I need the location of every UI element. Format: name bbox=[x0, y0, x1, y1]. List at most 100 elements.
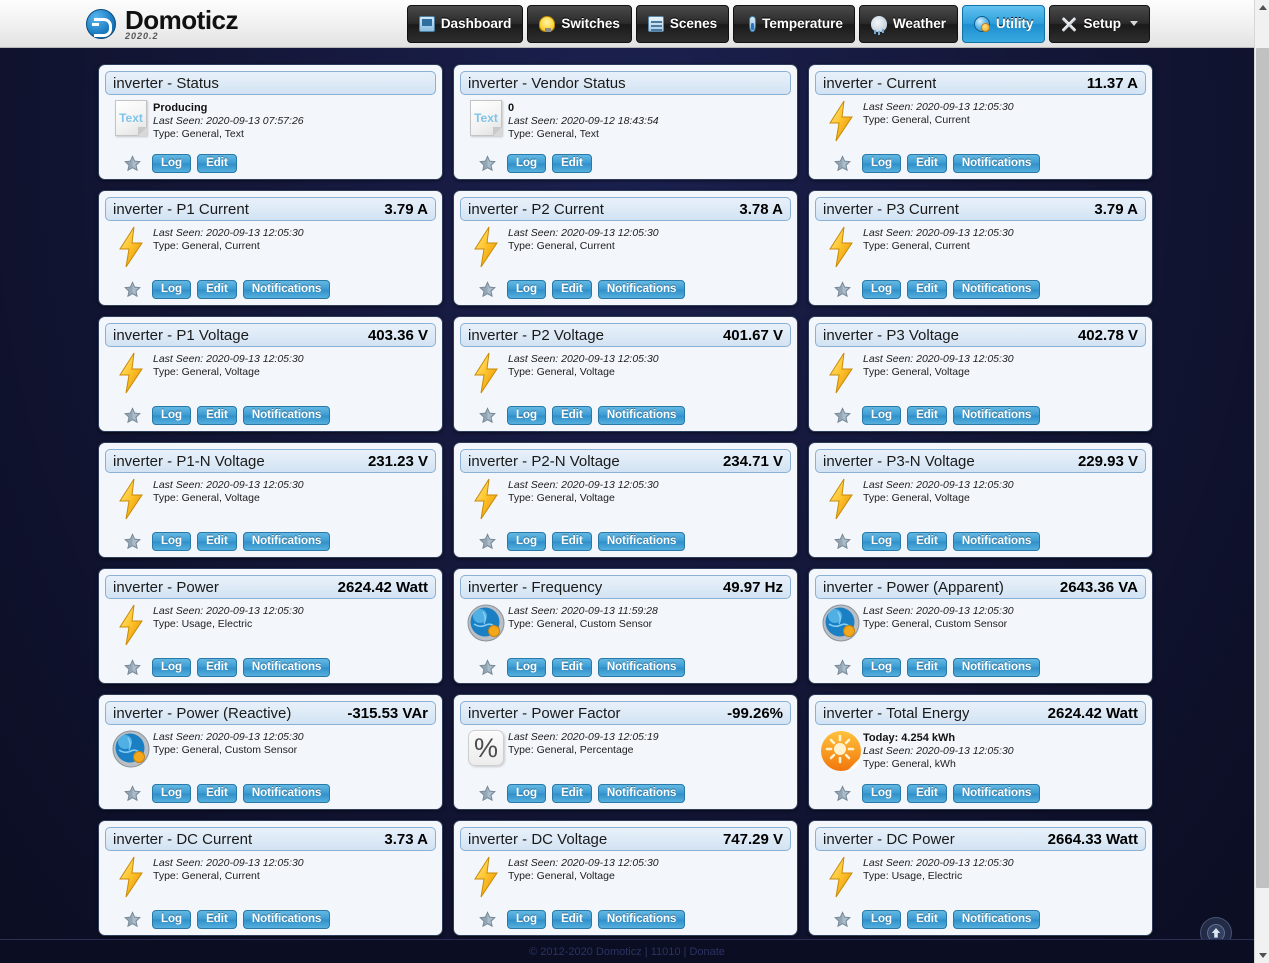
notifications-button[interactable]: Notifications bbox=[242, 280, 331, 299]
edit-button[interactable]: Edit bbox=[907, 154, 947, 173]
notifications-button[interactable]: Notifications bbox=[597, 910, 686, 929]
nav-item-switches[interactable]: Switches bbox=[527, 4, 632, 43]
nav-item-utility[interactable]: Utility bbox=[961, 4, 1046, 43]
notifications-button[interactable]: Notifications bbox=[952, 658, 1041, 677]
device-card-header[interactable]: inverter - Vendor Status bbox=[460, 71, 791, 95]
device-card-header[interactable]: inverter - P2 Current 3.78 A bbox=[460, 197, 791, 221]
edit-button[interactable]: Edit bbox=[907, 406, 947, 425]
favorite-star-icon[interactable] bbox=[478, 658, 497, 677]
log-button[interactable]: Log bbox=[862, 154, 902, 173]
log-button[interactable]: Log bbox=[507, 280, 547, 299]
log-button[interactable]: Log bbox=[862, 910, 902, 929]
notifications-button[interactable]: Notifications bbox=[242, 532, 331, 551]
favorite-star-icon[interactable] bbox=[478, 406, 497, 425]
edit-button[interactable]: Edit bbox=[552, 658, 592, 677]
device-card-header[interactable]: inverter - P3-N Voltage 229.93 V bbox=[815, 449, 1146, 473]
nav-item-temperature[interactable]: Temperature bbox=[733, 4, 855, 43]
log-button[interactable]: Log bbox=[862, 784, 902, 803]
edit-button[interactable]: Edit bbox=[197, 154, 237, 173]
edit-button[interactable]: Edit bbox=[907, 532, 947, 551]
favorite-star-icon[interactable] bbox=[478, 532, 497, 551]
notifications-button[interactable]: Notifications bbox=[242, 406, 331, 425]
log-button[interactable]: Log bbox=[507, 784, 547, 803]
device-card-header[interactable]: inverter - P3 Voltage 402.78 V bbox=[815, 323, 1146, 347]
device-card-header[interactable]: inverter - DC Current 3.73 A bbox=[105, 827, 436, 851]
favorite-star-icon[interactable] bbox=[833, 280, 852, 299]
notifications-button[interactable]: Notifications bbox=[952, 154, 1041, 173]
log-button[interactable]: Log bbox=[507, 406, 547, 425]
device-card-header[interactable]: inverter - P3 Current 3.79 A bbox=[815, 197, 1146, 221]
brand[interactable]: Domoticz 2020.2 bbox=[86, 7, 239, 41]
edit-button[interactable]: Edit bbox=[552, 910, 592, 929]
device-card-header[interactable]: inverter - P2-N Voltage 234.71 V bbox=[460, 449, 791, 473]
log-button[interactable]: Log bbox=[507, 154, 547, 173]
favorite-star-icon[interactable] bbox=[833, 154, 852, 173]
favorite-star-icon[interactable] bbox=[123, 658, 142, 677]
device-card-header[interactable]: inverter - Status bbox=[105, 71, 436, 95]
device-card-header[interactable]: inverter - DC Voltage 747.29 V bbox=[460, 827, 791, 851]
notifications-button[interactable]: Notifications bbox=[242, 910, 331, 929]
device-card-header[interactable]: inverter - P1 Voltage 403.36 V bbox=[105, 323, 436, 347]
edit-button[interactable]: Edit bbox=[197, 406, 237, 425]
device-card-header[interactable]: inverter - Frequency 49.97 Hz bbox=[460, 575, 791, 599]
log-button[interactable]: Log bbox=[862, 406, 902, 425]
log-button[interactable]: Log bbox=[152, 658, 192, 677]
edit-button[interactable]: Edit bbox=[197, 532, 237, 551]
notifications-button[interactable]: Notifications bbox=[597, 280, 686, 299]
favorite-star-icon[interactable] bbox=[123, 532, 142, 551]
log-button[interactable]: Log bbox=[152, 910, 192, 929]
notifications-button[interactable]: Notifications bbox=[597, 658, 686, 677]
favorite-star-icon[interactable] bbox=[833, 784, 852, 803]
favorite-star-icon[interactable] bbox=[123, 910, 142, 929]
notifications-button[interactable]: Notifications bbox=[952, 406, 1041, 425]
log-button[interactable]: Log bbox=[862, 280, 902, 299]
nav-item-setup[interactable]: Setup bbox=[1049, 4, 1150, 43]
edit-button[interactable]: Edit bbox=[907, 784, 947, 803]
device-card-header[interactable]: inverter - Power (Reactive) -315.53 VAr bbox=[105, 701, 436, 725]
device-card-header[interactable]: inverter - Power 2624.42 Watt bbox=[105, 575, 436, 599]
scroll-down-arrow-icon[interactable] bbox=[1255, 948, 1269, 963]
notifications-button[interactable]: Notifications bbox=[952, 532, 1041, 551]
favorite-star-icon[interactable] bbox=[478, 910, 497, 929]
notifications-button[interactable]: Notifications bbox=[597, 784, 686, 803]
log-button[interactable]: Log bbox=[152, 406, 192, 425]
device-card-header[interactable]: inverter - P1-N Voltage 231.23 V bbox=[105, 449, 436, 473]
favorite-star-icon[interactable] bbox=[833, 658, 852, 677]
edit-button[interactable]: Edit bbox=[552, 406, 592, 425]
nav-item-scenes[interactable]: Scenes bbox=[635, 4, 730, 43]
log-button[interactable]: Log bbox=[507, 532, 547, 551]
device-card-header[interactable]: inverter - DC Power 2664.33 Watt bbox=[815, 827, 1146, 851]
favorite-star-icon[interactable] bbox=[833, 910, 852, 929]
device-card-header[interactable]: inverter - Current 11.37 A bbox=[815, 71, 1146, 95]
edit-button[interactable]: Edit bbox=[197, 784, 237, 803]
favorite-star-icon[interactable] bbox=[478, 154, 497, 173]
nav-item-dashboard[interactable]: Dashboard bbox=[406, 4, 524, 43]
favorite-star-icon[interactable] bbox=[123, 406, 142, 425]
favorite-star-icon[interactable] bbox=[833, 532, 852, 551]
edit-button[interactable]: Edit bbox=[907, 658, 947, 677]
notifications-button[interactable]: Notifications bbox=[597, 406, 686, 425]
browser-scrollbar[interactable] bbox=[1254, 0, 1269, 963]
device-card-header[interactable]: inverter - Power Factor -99.26% bbox=[460, 701, 791, 725]
log-button[interactable]: Log bbox=[152, 154, 192, 173]
scroll-up-arrow-icon[interactable] bbox=[1255, 0, 1269, 15]
edit-button[interactable]: Edit bbox=[197, 910, 237, 929]
scrollbar-thumb[interactable] bbox=[1256, 48, 1269, 888]
device-card-header[interactable]: inverter - Power (Apparent) 2643.36 VA bbox=[815, 575, 1146, 599]
edit-button[interactable]: Edit bbox=[552, 784, 592, 803]
favorite-star-icon[interactable] bbox=[478, 784, 497, 803]
edit-button[interactable]: Edit bbox=[552, 154, 592, 173]
log-button[interactable]: Log bbox=[862, 532, 902, 551]
notifications-button[interactable]: Notifications bbox=[597, 532, 686, 551]
favorite-star-icon[interactable] bbox=[833, 406, 852, 425]
edit-button[interactable]: Edit bbox=[197, 658, 237, 677]
notifications-button[interactable]: Notifications bbox=[952, 784, 1041, 803]
nav-item-weather[interactable]: Weather bbox=[858, 4, 958, 43]
edit-button[interactable]: Edit bbox=[552, 532, 592, 551]
device-card-header[interactable]: inverter - Total Energy 2624.42 Watt bbox=[815, 701, 1146, 725]
device-card-header[interactable]: inverter - P1 Current 3.79 A bbox=[105, 197, 436, 221]
edit-button[interactable]: Edit bbox=[197, 280, 237, 299]
notifications-button[interactable]: Notifications bbox=[242, 784, 331, 803]
log-button[interactable]: Log bbox=[152, 784, 192, 803]
log-button[interactable]: Log bbox=[507, 910, 547, 929]
